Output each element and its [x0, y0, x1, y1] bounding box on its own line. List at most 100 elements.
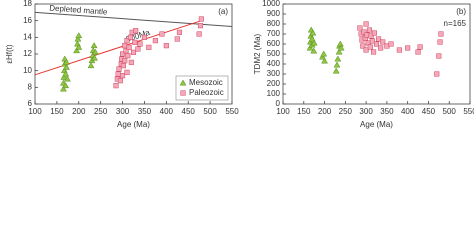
x-tick-label: 150 [297, 107, 311, 116]
point [63, 58, 70, 65]
point [62, 82, 70, 89]
chart: 100 150 200 250 300 350 400 450 500 550 6 8 10 12 14 16… [5, 0, 474, 129]
point [141, 34, 147, 40]
x-tick-label: 550 [225, 107, 239, 116]
x-tick-label: 100 [276, 107, 290, 116]
point [357, 25, 363, 31]
point [120, 51, 126, 57]
x-tick-label: 500 [203, 107, 217, 116]
legend-label: Paleozoic [189, 88, 224, 97]
x-tick-label: 300 [359, 107, 373, 116]
point [63, 75, 71, 82]
point [62, 70, 70, 77]
y-tick-label: 6 [28, 99, 33, 108]
point [334, 55, 342, 62]
point [415, 49, 421, 55]
point [333, 61, 341, 68]
point [198, 16, 204, 22]
line-label: Depleted mantle [49, 3, 108, 16]
point [74, 35, 82, 42]
legend-label: Mesozoic [189, 78, 223, 87]
panel-label: (a) [218, 7, 228, 16]
x-tick-label: 200 [72, 107, 86, 116]
point [63, 63, 70, 70]
point [116, 66, 122, 72]
point [332, 67, 340, 74]
y-tick-label: 0 [276, 99, 281, 108]
x-tick-label: 300 [116, 107, 130, 116]
y-tick-label: 200 [267, 79, 281, 88]
legend-box [175, 75, 229, 101]
point [117, 78, 123, 84]
x-tick-label: 450 [422, 107, 436, 116]
x-tick-label: 550 [463, 107, 474, 116]
y-tick-label: 300 [267, 69, 281, 78]
point [363, 21, 369, 27]
annotation: n=165 [444, 19, 467, 28]
point [174, 36, 180, 42]
point [436, 53, 442, 59]
x-tick-label: 150 [50, 107, 64, 116]
x-tick-label: 350 [380, 107, 394, 116]
x-tick-label: 450 [182, 107, 196, 116]
point [91, 48, 99, 55]
y-tick-label: 900 [267, 9, 281, 18]
point [60, 85, 67, 92]
point [159, 31, 165, 37]
y-tick-label: 14 [23, 32, 32, 41]
point [308, 35, 316, 42]
point [124, 38, 130, 44]
y-tick-label: 1000 [262, 0, 280, 8]
point [196, 31, 202, 37]
point [113, 83, 119, 89]
point [75, 32, 83, 39]
point [128, 59, 134, 65]
point [373, 41, 380, 47]
point [73, 47, 81, 54]
point [135, 46, 141, 52]
point [91, 54, 98, 61]
point [115, 71, 121, 77]
point [90, 42, 98, 49]
point [310, 39, 318, 46]
y-tick-label: 8 [28, 82, 33, 91]
y-tick-label: 800 [267, 19, 281, 28]
x-tick-label: 250 [94, 107, 108, 116]
point [388, 41, 394, 47]
y-tick-label: 600 [267, 39, 281, 48]
y-tick-label: 10 [23, 66, 32, 75]
point [360, 43, 366, 49]
point [380, 39, 386, 45]
point [146, 44, 152, 50]
point [60, 73, 68, 80]
point [133, 28, 139, 34]
point [130, 49, 137, 55]
point [405, 45, 411, 51]
point [361, 29, 367, 35]
x-axis-title: Age (Ma) [117, 120, 150, 129]
point [127, 34, 133, 40]
point [396, 47, 402, 53]
point [75, 43, 83, 50]
point [197, 23, 204, 29]
x-tick-label: 400 [401, 107, 415, 116]
point [125, 53, 131, 59]
x-tick-label: 350 [138, 107, 152, 116]
y-tick-label: 700 [267, 29, 281, 38]
point [437, 39, 443, 45]
plot-frame [282, 3, 471, 105]
x-axis-title: Age (Ma) [360, 120, 393, 129]
point [306, 44, 314, 51]
point [180, 90, 186, 96]
point [309, 29, 317, 36]
point [179, 79, 187, 86]
point [120, 63, 126, 69]
point [126, 44, 132, 50]
point [438, 31, 444, 37]
x-tick-label: 250 [339, 107, 353, 116]
point [337, 44, 345, 51]
point [366, 27, 372, 33]
point [321, 57, 328, 64]
x-tick-label: 400 [160, 107, 174, 116]
point [87, 62, 95, 69]
